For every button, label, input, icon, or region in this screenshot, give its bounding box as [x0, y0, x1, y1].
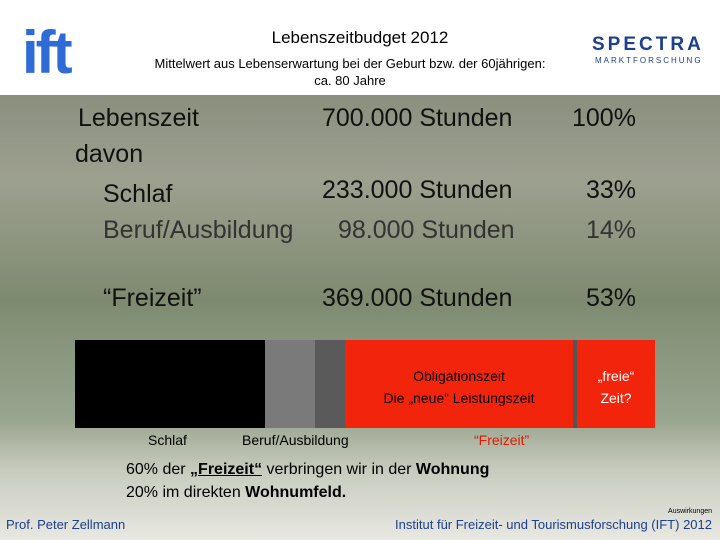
row-label: Beruf/Ausbildung [103, 216, 294, 244]
logo: ift [22, 19, 73, 86]
subtitle: Mittelwert aus Lebenserwartung bei der G… [154, 56, 546, 71]
title: Lebenszeitbudget 2012 [271, 28, 449, 47]
row-hours: 233.000 Stunden [322, 176, 513, 204]
bar-text: Die „neue“ Leistungszeit [383, 390, 535, 406]
row-label: Lebenszeit [78, 104, 199, 132]
note: 60% der „Freizeit“ verbringen wir in der… [126, 461, 489, 479]
row-share: 100% [572, 104, 636, 132]
bar-free [577, 340, 655, 428]
bar-work [265, 340, 315, 428]
footer-tag: Auswirkungen [668, 508, 712, 515]
note-text: 60% der [126, 461, 191, 478]
row-hours: 98.000 Stunden [338, 216, 515, 244]
bar-label: Beruf/Ausbildung [242, 432, 349, 448]
row-share: 33% [586, 176, 637, 204]
note-em: Wohnung [415, 461, 490, 478]
row-hours: 700.000 Stunden [322, 104, 513, 132]
row-label: Schlaf [103, 180, 173, 208]
bar-divider [573, 340, 577, 428]
note: 20% im direkten Wohnumfeld. [126, 484, 346, 502]
row-label: “Freizeit” [103, 284, 202, 312]
subtitle: ca. 80 Jahre [314, 73, 386, 88]
footer-author: Prof. Peter Zellmann [6, 517, 126, 532]
bar-text: „freie“ [597, 368, 635, 384]
davon: davon [75, 140, 144, 168]
brand-sub: MARKTFORSCHUNG [595, 56, 703, 65]
brand: SPECTRA [592, 34, 704, 55]
bar-work [315, 340, 345, 428]
note-em: Wohnumfeld. [245, 484, 347, 501]
bar-sleep [75, 340, 265, 428]
row-hours: 369.000 Stunden [322, 284, 513, 312]
bar-text: Zeit? [600, 390, 632, 406]
row-share: 14% [586, 216, 637, 244]
bar-obligation [345, 340, 573, 428]
footer-institute: Institut für Freizeit- und Tourismusfors… [395, 517, 712, 532]
note-text: verbringen wir in der [262, 461, 416, 478]
note-em: „Freizeit“ [190, 461, 263, 478]
bar-label: Schlaf [148, 432, 187, 448]
row-share: 53% [586, 284, 637, 312]
bar-text: Obligationszeit [413, 368, 505, 384]
note-text: 20% im direkten [126, 484, 246, 501]
bar-label: “Freizeit” [474, 432, 530, 448]
